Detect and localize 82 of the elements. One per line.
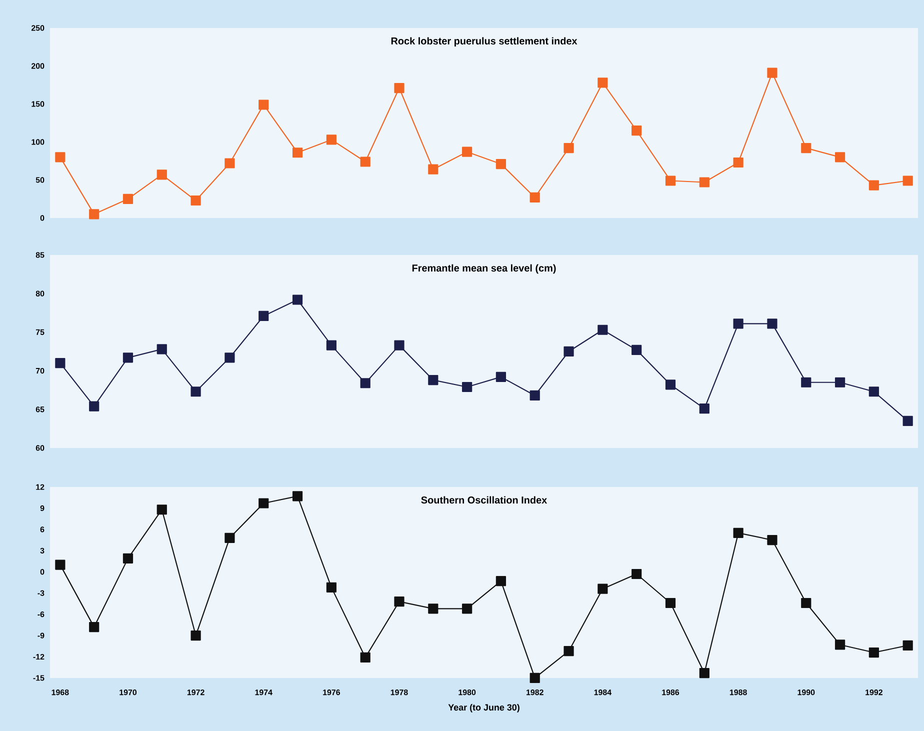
point <box>902 640 913 650</box>
point <box>190 386 201 397</box>
point <box>55 358 66 368</box>
point <box>89 401 100 412</box>
point <box>530 390 540 401</box>
text: Fremantle mean sea level (cm) <box>412 264 556 274</box>
point <box>462 382 472 392</box>
point <box>258 100 269 110</box>
point <box>834 640 846 650</box>
point <box>394 596 404 607</box>
point <box>530 672 540 684</box>
point <box>428 604 438 614</box>
point <box>224 352 235 363</box>
point <box>360 378 370 388</box>
point <box>156 504 167 515</box>
point <box>632 344 642 355</box>
point <box>665 176 676 186</box>
point <box>598 78 608 88</box>
point <box>632 568 642 580</box>
point <box>394 340 404 350</box>
point <box>564 143 574 154</box>
point <box>156 170 167 180</box>
point <box>801 377 812 388</box>
point <box>55 152 66 162</box>
point <box>89 209 100 220</box>
point <box>699 177 710 188</box>
point <box>868 386 879 397</box>
point <box>122 194 134 204</box>
point <box>868 180 879 190</box>
point <box>190 630 201 641</box>
point <box>834 377 846 388</box>
point <box>394 82 404 94</box>
point <box>292 294 303 305</box>
point <box>462 146 472 157</box>
point <box>360 652 370 663</box>
point <box>496 576 506 586</box>
point <box>665 598 676 608</box>
point <box>767 318 778 329</box>
point <box>258 498 269 508</box>
point <box>733 318 744 329</box>
point <box>733 528 744 538</box>
point <box>156 344 167 354</box>
point <box>122 352 134 363</box>
point <box>55 560 66 570</box>
point <box>360 156 370 167</box>
x-axis-title: Year (to June 30) <box>448 704 520 712</box>
point <box>868 647 879 658</box>
point <box>122 553 134 564</box>
point <box>89 622 100 632</box>
point <box>564 346 574 357</box>
point <box>224 532 235 543</box>
point <box>462 604 472 614</box>
point <box>767 68 778 78</box>
point <box>224 158 235 168</box>
point <box>258 310 269 322</box>
text: Southern Oscillation Index <box>421 496 548 504</box>
point <box>496 158 506 170</box>
text: Rock lobster puerulus settlement index <box>391 37 578 46</box>
point <box>699 668 710 678</box>
point <box>292 491 303 502</box>
point <box>564 646 574 656</box>
point <box>767 534 778 546</box>
point <box>190 195 201 206</box>
point <box>326 134 336 145</box>
point <box>496 372 506 382</box>
point <box>902 416 913 426</box>
point <box>902 176 913 186</box>
point <box>598 584 608 594</box>
point <box>801 598 812 608</box>
point <box>834 152 846 162</box>
point <box>428 375 438 386</box>
point <box>326 582 336 592</box>
point <box>598 324 608 335</box>
point <box>801 143 812 154</box>
point <box>699 404 710 414</box>
point <box>428 164 438 174</box>
point <box>292 148 303 158</box>
point <box>530 192 540 203</box>
point <box>632 126 642 136</box>
point <box>733 157 744 168</box>
point <box>326 340 336 350</box>
point <box>665 380 676 390</box>
